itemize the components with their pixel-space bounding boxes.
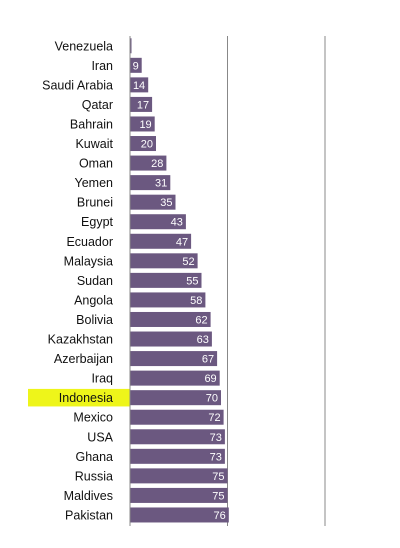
bar [130,38,132,54]
bar [130,331,212,347]
data-label: 47 [176,236,188,248]
bar [130,214,186,230]
data-label: 28 [151,158,163,170]
category-label: Brunei [77,196,113,210]
data-label: 35 [160,197,172,209]
bar [130,194,176,210]
category-label: Angola [74,293,113,307]
bar [130,253,198,269]
data-label: 14 [133,80,145,92]
category-label: Ecuador [66,235,113,249]
data-label: 9 [133,60,139,72]
bar [130,370,220,386]
bar [130,390,221,406]
category-label: Egypt [81,215,113,229]
bar [130,487,228,503]
bar [130,429,225,445]
data-label: 70 [206,393,218,405]
data-label: 58 [190,295,202,307]
data-label: 76 [214,510,226,522]
bar [130,292,206,308]
category-label: Iran [91,59,113,73]
category-label: USA [87,430,113,444]
category-label: Kazakhstan [48,333,113,347]
data-label: 67 [202,354,214,366]
category-label: Yemen [75,176,114,190]
category-label: Oman [79,157,113,171]
data-label: 43 [171,217,183,229]
category-label: Saudi Arabia [42,78,113,92]
bar [130,96,153,112]
data-label: 17 [137,99,149,111]
data-label: 55 [186,275,198,287]
category-label: Ghana [75,450,113,464]
category-label: Qatar [82,98,113,112]
bar [130,57,142,73]
data-label: 69 [204,373,216,385]
bar [130,507,229,523]
bar [130,409,224,425]
data-label: 63 [197,334,209,346]
data-label: 19 [139,119,151,131]
data-label: 72 [208,412,220,424]
category-label: Indonesia [59,391,113,405]
category-label: Russia [75,469,113,483]
category-label: Sudan [77,274,113,288]
bar [130,77,149,93]
data-label: 31 [155,178,167,190]
bar [130,448,225,464]
category-label: Venezuela [55,39,113,53]
data-label: 62 [195,314,207,326]
data-label: 73 [210,432,222,444]
bar [130,311,211,327]
data-label: 52 [182,256,194,268]
data-label: 73 [210,451,222,463]
category-label: Bolivia [76,313,113,327]
category-label: Mexico [73,411,113,425]
bar [130,272,202,288]
category-label: Malaysia [64,254,113,268]
bar [130,136,156,152]
data-label: 75 [212,471,224,483]
category-label: Kuwait [75,137,113,151]
category-label: Iraq [91,372,113,386]
data-label: 75 [212,490,224,502]
bar [130,233,192,249]
category-label: Azerbaijan [54,352,113,366]
category-label: Maldives [64,489,113,503]
highlight-band [28,388,130,407]
bar [130,468,228,484]
data-label: 20 [141,139,153,151]
category-label: Pakistan [65,508,113,522]
bar [130,116,155,132]
bar [130,175,171,191]
category-label: Bahrain [70,117,113,131]
bar [130,155,167,171]
bar [130,351,218,367]
